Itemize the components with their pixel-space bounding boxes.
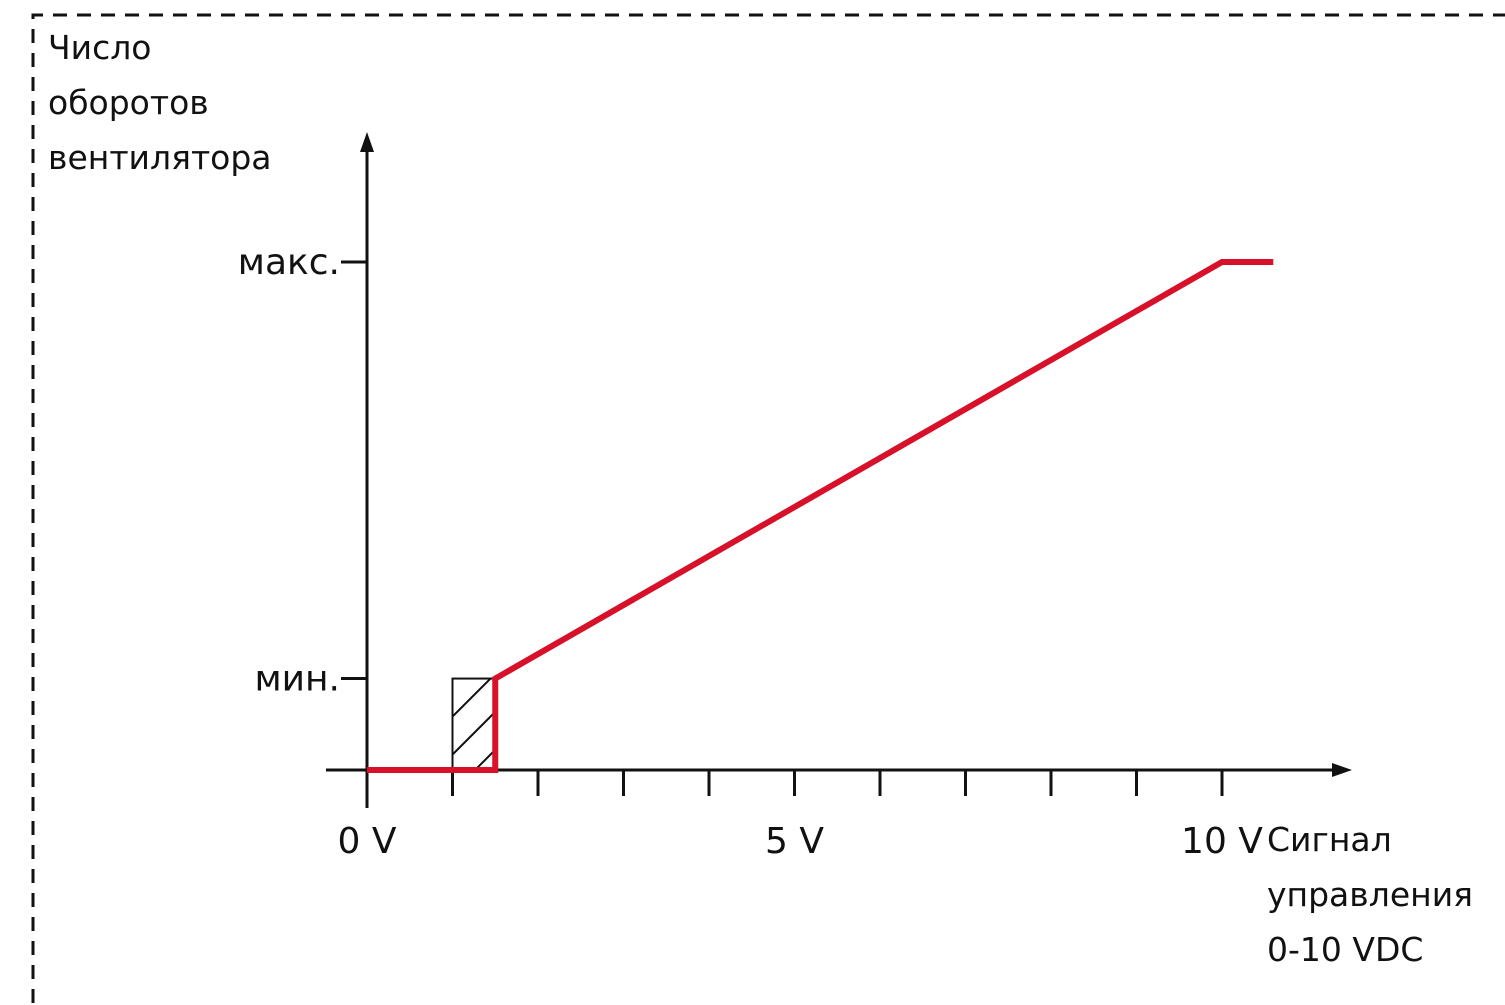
x-axis-label-line-3: 0-10 VDC <box>1267 930 1424 969</box>
x-axis-label-line-2: управления <box>1267 875 1473 914</box>
y-axis-label-line-1: Число <box>48 28 152 67</box>
series-line <box>367 259 1274 773</box>
hatch-line <box>452 710 496 756</box>
y-axis-label-line-3: вентилятора <box>48 138 272 177</box>
x-tick-label: 10 V <box>1181 821 1263 862</box>
x-tick-label: 5 V <box>765 821 824 862</box>
y-tick-label-max: макс. <box>238 242 340 283</box>
hatch-line <box>551 679 642 770</box>
dashed-frame <box>31 13 1505 1003</box>
y-axis-label: Число оборотов вентилятора <box>48 20 272 185</box>
y-axis-arrow <box>360 132 374 152</box>
hatch-line <box>513 679 604 770</box>
x-axis-arrow <box>1332 763 1352 777</box>
y-axis-label-line-2: оборотов <box>48 83 209 122</box>
x-tick-label: 0 V <box>338 821 397 862</box>
y-tick-label-min: мин. <box>254 659 340 700</box>
x-axis-label-line-1: Сигнал <box>1267 820 1392 859</box>
hatch-line <box>474 748 496 770</box>
x-axis-label: Сигнал управления 0-10 VDC <box>1267 812 1473 977</box>
hatch-line <box>452 678 454 680</box>
hatch-line <box>452 678 492 718</box>
hysteresis-band <box>452 678 642 770</box>
